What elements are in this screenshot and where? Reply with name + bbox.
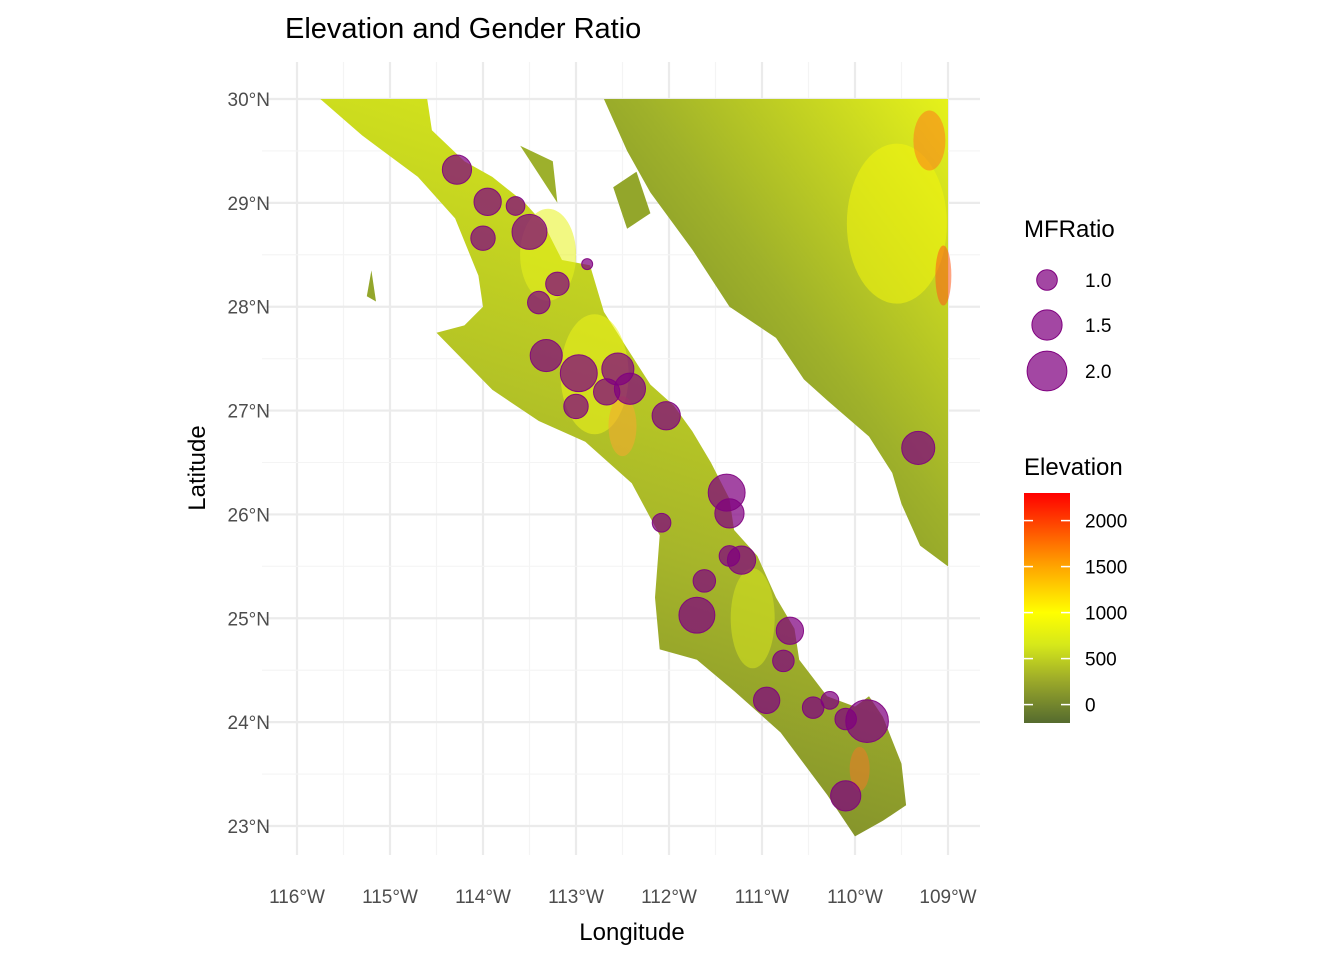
colorbar-label: 0 [1085,696,1096,717]
sample-point [678,596,716,634]
y-tick-label: 28°N [228,298,270,319]
island-tiburon [613,171,651,229]
y-axis-title: Latitude [184,425,211,510]
sample-point [901,430,936,465]
sample-point [505,196,526,216]
colorbar-label: 500 [1085,650,1117,671]
y-tick-label: 30°N [228,90,270,111]
highland-4 [849,746,870,791]
island-cedros [366,270,376,302]
y-tick-label: 27°N [228,402,270,423]
y-tick-label: 29°N [228,194,270,215]
legend-size-key [1036,269,1058,291]
y-tick-label: 26°N [228,505,270,526]
legend-size-label: 1.5 [1085,316,1111,337]
y-tick-label: 23°N [228,817,270,838]
sample-point [613,372,647,405]
sample-point [651,512,672,533]
legend-size-key [1026,350,1068,392]
sample-point [726,545,757,575]
sample-point [545,271,570,297]
y-axis-ticks: 23°N 24°N 25°N 26°N 27°N 28°N 29°N 30°N [228,90,270,838]
highland-7 [935,245,952,306]
chart-title: Elevation and Gender Ratio [285,13,641,45]
sample-point [651,401,681,431]
sample-point [511,213,548,250]
sample-point [473,187,502,216]
legend-mfratio: MFRatio 1.0 1.5 2.0 [1024,216,1115,392]
sample-point [441,154,473,185]
legend-elevation: Elevation 2000 1500 1000 500 0 [1024,454,1127,723]
sample-point [692,569,717,593]
legend-elevation-title: Elevation [1024,454,1123,481]
sample-point [752,686,781,715]
colorbar-label: 2000 [1085,512,1127,533]
legend-size-label: 2.0 [1085,362,1111,383]
sample-point [801,696,825,719]
legend-mfratio-title: MFRatio [1024,216,1115,243]
y-tick-label: 24°N [228,713,270,734]
x-axis-ticks: 116°W 115°W 114°W 113°W 112°W 111°W 110°W 109°W [269,887,977,908]
sample-point [559,354,598,393]
x-tick-label: 113°W [548,887,604,908]
x-tick-label: 110°W [827,887,883,908]
colorbar-label: 1500 [1085,558,1127,579]
sample-point [714,498,745,529]
sample-point [772,649,795,673]
sample-point [845,699,889,743]
sample-point [563,393,589,420]
data-points [441,154,936,812]
x-tick-label: 116°W [269,887,325,908]
highland-5 [846,143,947,304]
highland-3 [730,568,775,669]
sample-point [775,616,805,645]
x-tick-label: 114°W [455,887,511,908]
x-axis-title: Longitude [579,919,684,946]
x-tick-label: 111°W [735,887,789,908]
sample-point [527,290,551,315]
legend-size-key [1031,309,1063,341]
colorbar-label: 1000 [1085,604,1127,625]
x-tick-label: 112°W [641,887,697,908]
sample-point [830,780,862,812]
highland-6 [913,110,946,171]
island-angel-de-la-guarda [520,145,558,203]
legend-size-label: 1.0 [1085,271,1111,292]
x-tick-label: 109°W [919,887,976,908]
y-tick-label: 25°N [228,609,270,630]
sample-point [470,225,496,251]
sample-point [529,338,563,373]
sample-point [581,258,594,271]
x-tick-label: 115°W [362,887,418,908]
elevation-colorbar [1024,493,1070,723]
highland-2 [608,396,637,457]
